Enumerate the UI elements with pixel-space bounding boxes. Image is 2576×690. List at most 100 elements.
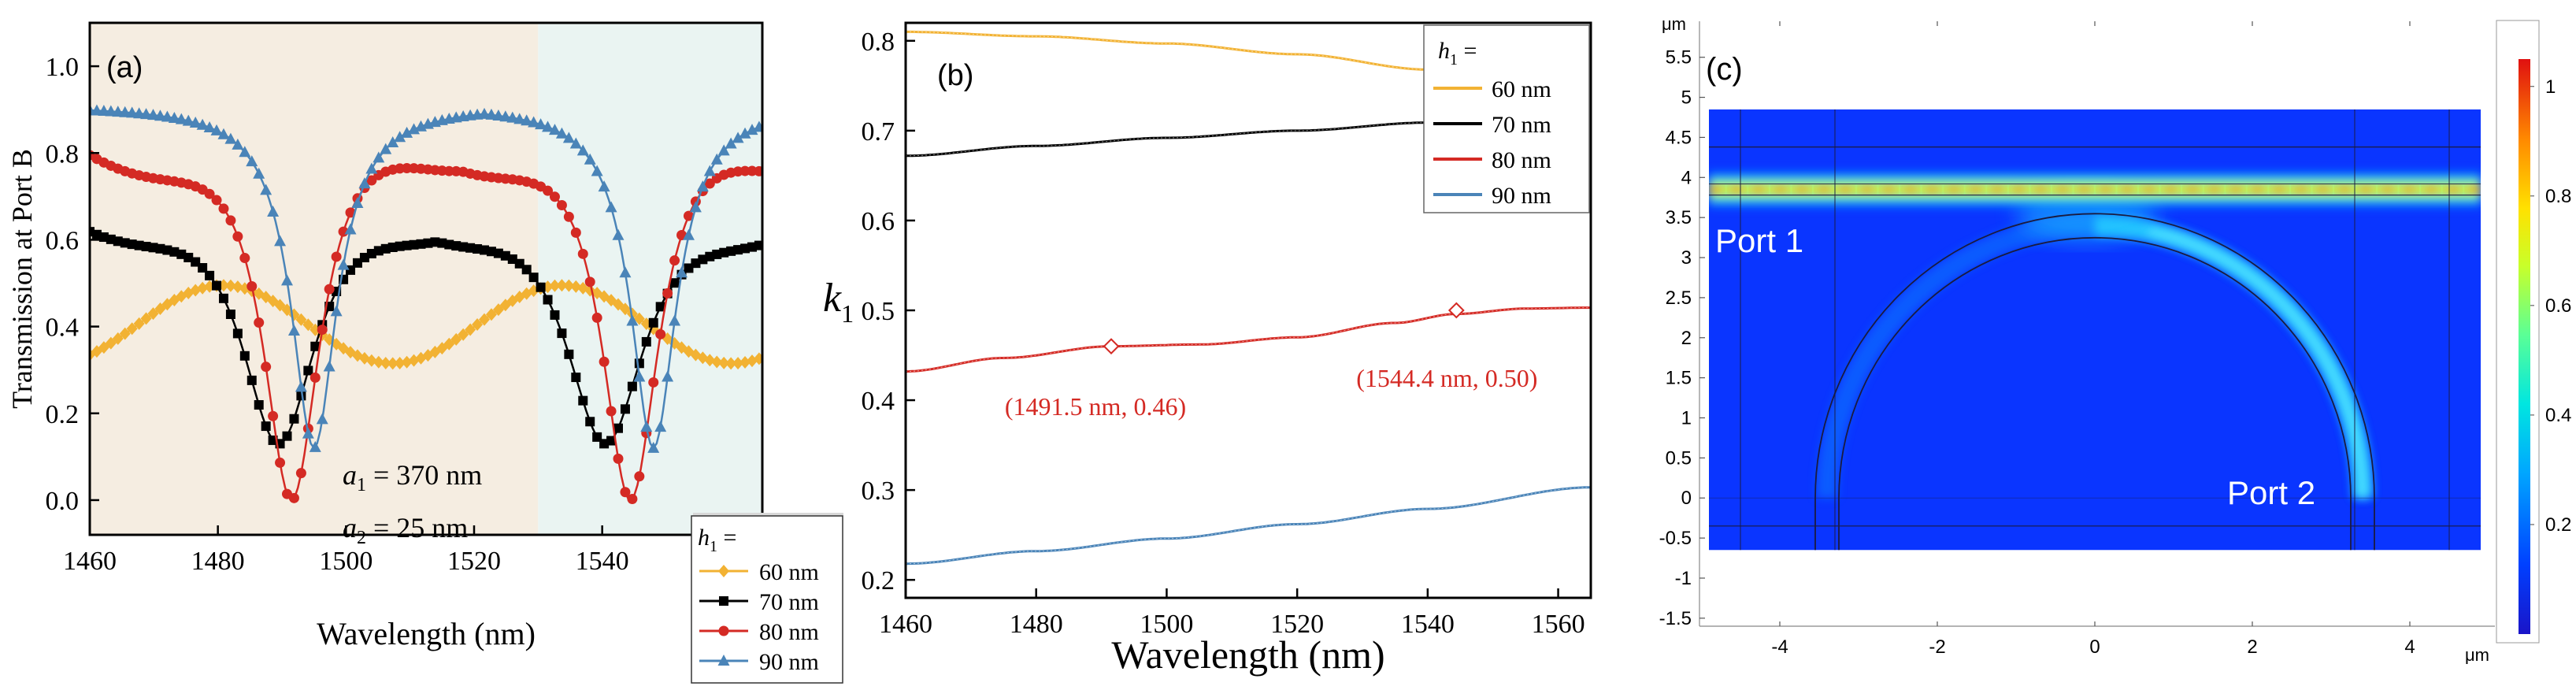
x-tick-label: 1480 — [191, 547, 245, 576]
marker-90nm — [654, 421, 667, 432]
marker-60nm — [549, 279, 561, 292]
panel-b: 1460 1480 1500 1520 1540 1560 0.2 0.3 0.4 0.5 0.6 0… — [823, 21, 1592, 677]
marker-90nm — [380, 143, 392, 154]
marker-60nm — [302, 318, 314, 332]
marker-70nm — [225, 310, 235, 320]
y-tick-label: 0.4 — [46, 313, 80, 343]
marker-70nm — [91, 229, 102, 239]
marker-90nm — [239, 146, 251, 158]
marker-90nm — [408, 123, 421, 135]
colorbar-tick-label: 1 — [2545, 76, 2556, 98]
marker-60nm — [133, 317, 145, 330]
marker-80nm — [331, 251, 342, 262]
waveguide-hotspot — [1881, 185, 1896, 194]
marker-80nm — [288, 492, 299, 503]
waveguide-hotspot — [2337, 185, 2352, 194]
panel-c-y-unit: μm — [1662, 14, 1686, 34]
marker-60nm — [224, 279, 236, 292]
panel-a-ticks: 1460148015001520154015600.00.20.40.60.81… — [46, 53, 758, 576]
y-tick-label: 0.2 — [46, 400, 80, 429]
legend-title: h1 = — [1438, 38, 1477, 69]
x-tick-label: -4 — [1771, 636, 1788, 658]
marker-90nm — [344, 223, 357, 235]
marker-90nm — [373, 151, 385, 163]
waveguide-hotspot — [2055, 185, 2070, 194]
marker-90nm — [492, 109, 505, 121]
marker-90nm — [217, 128, 230, 139]
waveguide-hotspot — [2098, 185, 2113, 194]
shaded-region-2 — [538, 23, 762, 535]
y-tick-label: 1 — [1681, 407, 1692, 428]
waveguide-hotspot — [1859, 185, 1874, 194]
marker-70nm — [246, 375, 257, 385]
y-tick-label: 0.5 — [862, 297, 895, 326]
marker-90nm — [647, 441, 660, 453]
marker-60nm — [443, 337, 455, 351]
marker-70nm — [627, 381, 637, 391]
y-tick-label: 2.5 — [1666, 288, 1692, 309]
waveguide-hotspot — [2293, 185, 2308, 194]
y-tick-label: 0 — [1681, 488, 1692, 509]
marker-80nm — [225, 215, 236, 226]
marker-90nm — [576, 144, 589, 156]
marker-90nm — [591, 165, 603, 176]
waveguide-hotspot — [2467, 185, 2481, 194]
marker-60nm — [485, 308, 497, 321]
marker-60nm — [119, 327, 131, 340]
marker-60nm — [126, 322, 138, 336]
marker-60nm — [570, 280, 582, 293]
marker-70nm — [550, 310, 560, 320]
marker-90nm — [232, 138, 244, 150]
marker-70nm — [198, 263, 208, 273]
marker-90nm — [246, 155, 258, 167]
panel-a-label: (a) — [106, 51, 143, 84]
marker-90nm — [612, 228, 625, 240]
marker-90nm — [351, 196, 364, 208]
marker-80nm — [254, 317, 265, 328]
y-tick-label: -0.5 — [1659, 528, 1692, 549]
waveguide-hotspot — [1709, 185, 1722, 194]
marker-70nm — [634, 358, 644, 369]
marker-90nm — [154, 109, 166, 121]
marker-80nm — [739, 165, 751, 176]
marker-90nm — [717, 144, 730, 156]
marker-70nm — [528, 273, 539, 283]
marker-70nm — [557, 328, 567, 339]
marker-70nm — [754, 240, 762, 250]
marker-90nm — [316, 413, 328, 425]
marker-90nm — [401, 126, 413, 138]
marker-80nm — [309, 372, 321, 383]
waveguide-hotspot — [2141, 185, 2156, 194]
y-tick-label: 0.0 — [46, 487, 80, 516]
waveguide-hotspot — [1838, 185, 1853, 194]
marker-60nm — [401, 355, 413, 369]
waveguide-band — [1709, 169, 2481, 210]
colorbar-tick-label: 0.8 — [2545, 186, 2571, 207]
marker-90nm — [394, 131, 406, 143]
legend-label: 90 nm — [1492, 183, 1551, 209]
waveguide-hotspot — [2272, 185, 2287, 194]
x-tick-label: 4 — [2404, 636, 2415, 658]
marker-90nm — [147, 109, 160, 121]
marker-60nm — [295, 313, 307, 326]
marker-60nm — [563, 279, 575, 292]
marker-80nm — [556, 200, 567, 211]
marker-80nm — [620, 487, 631, 498]
port-1-label: Port 1 — [1715, 222, 1803, 259]
annotation-a1: a1 = 370 nm — [343, 459, 482, 495]
marker-90nm — [746, 124, 758, 135]
marker-90nm — [710, 153, 723, 165]
shaded-region-1 — [90, 23, 539, 535]
legend-title: h1 = — [698, 525, 736, 555]
marker-90nm — [584, 153, 596, 165]
marker-80nm — [754, 165, 762, 176]
colorbar-tick-label: 0.6 — [2545, 295, 2571, 317]
panel-a-frame — [88, 21, 764, 536]
marker-90nm — [323, 360, 335, 372]
marker-60nm — [479, 313, 491, 326]
waveguide-hotspot — [1816, 185, 1831, 194]
marker-80nm — [662, 288, 673, 299]
legend-label: 80 nm — [1492, 147, 1551, 173]
marker-80nm — [634, 471, 645, 482]
marker-70nm — [648, 317, 658, 328]
